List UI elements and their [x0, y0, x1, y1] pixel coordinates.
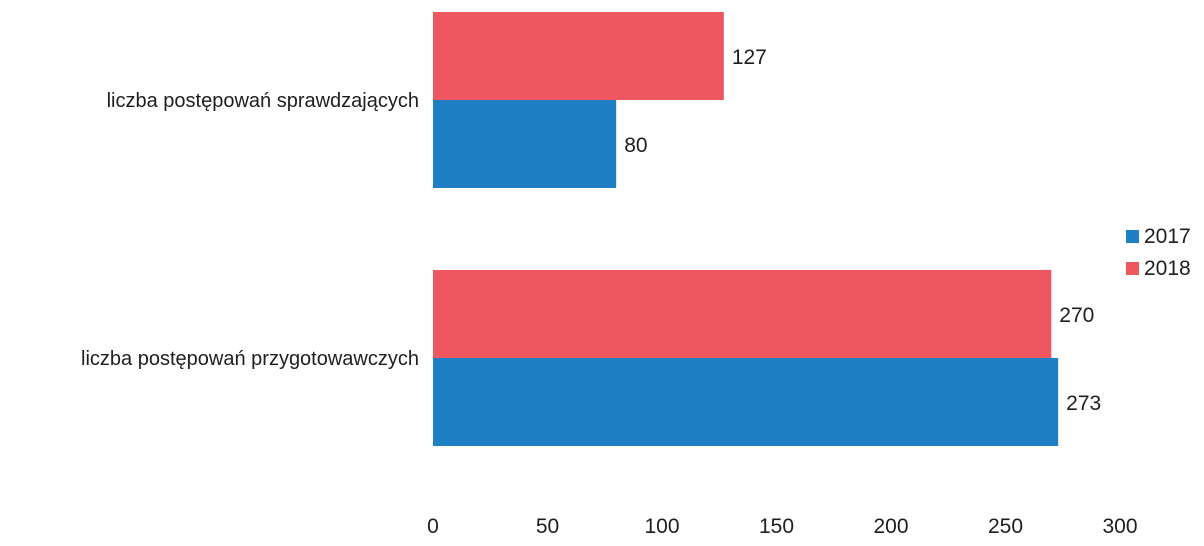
legend-label: 2018: [1144, 257, 1191, 280]
bar: [433, 100, 617, 188]
data-label: 127: [732, 46, 767, 69]
legend: 2017 2018: [1126, 225, 1191, 280]
bar: [433, 270, 1052, 358]
bar: [433, 358, 1059, 446]
x-tick-label: 0: [427, 515, 439, 538]
x-tick-label: 50: [536, 515, 559, 538]
x-axis-tick-labels: 0 50 100 150 200 250 300: [427, 515, 1137, 538]
x-tick-label: 150: [759, 515, 794, 538]
data-label: 80: [624, 134, 647, 157]
x-tick-label: 300: [1102, 515, 1137, 538]
x-tick-label: 200: [873, 515, 908, 538]
bar: [433, 12, 724, 100]
legend-swatch: [1126, 230, 1139, 243]
bars-layer: [433, 12, 1059, 446]
legend-swatch: [1126, 262, 1139, 275]
category-label: liczba postępowań sprawdzających: [107, 90, 419, 112]
category-label: liczba postępowań przygotowawczych: [81, 348, 419, 370]
data-label: 270: [1059, 304, 1094, 327]
legend-label: 2017: [1144, 225, 1191, 248]
x-tick-label: 250: [988, 515, 1023, 538]
x-tick-label: 100: [644, 515, 679, 538]
category-labels-layer: liczba postępowań sprawdzających liczba p…: [81, 90, 419, 370]
data-labels-layer: 127 80 270 273: [624, 46, 1101, 415]
data-label: 273: [1066, 392, 1101, 415]
